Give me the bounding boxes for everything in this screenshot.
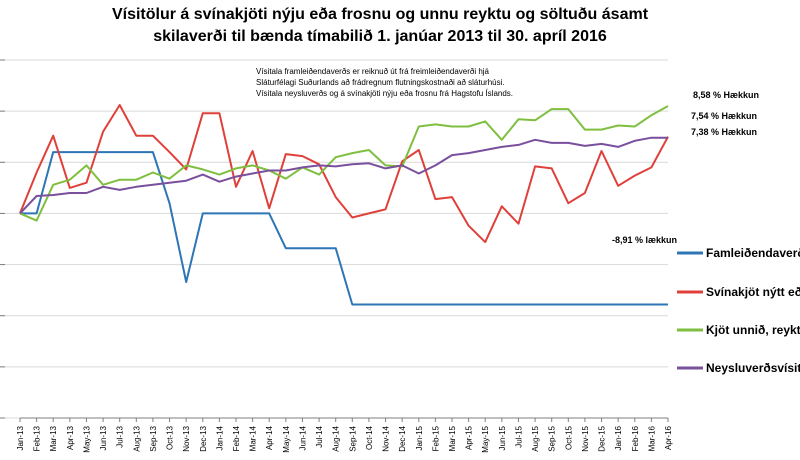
series-end-label-3: 8,58 % Hækkun: [693, 90, 759, 100]
series-end-label-1: -8,91 % lækkun: [612, 235, 677, 245]
x-tick-label: Sep-15: [548, 425, 557, 451]
chart-title-line-2: skilaverði til bænda tímabilið 1. janúar…: [153, 28, 607, 45]
x-tick-label: Apr-13: [66, 425, 75, 450]
x-tick-label: Sep-13: [149, 425, 158, 451]
series-line-2: [19, 104, 669, 244]
x-tick-label: Mar-15: [448, 425, 457, 451]
x-tick-label: Feb-13: [33, 425, 42, 451]
x-tick-label: Jan-14: [215, 425, 224, 450]
x-tick-label: Oct-14: [365, 425, 374, 450]
x-tick-label: Mar-16: [647, 425, 656, 451]
x-tick-label: Jul-15: [514, 425, 523, 447]
x-tick-label: Nov-13: [182, 425, 191, 451]
x-tick-label: Aug-15: [531, 425, 540, 451]
x-tick-label: Mar-14: [249, 425, 258, 451]
series-line-3: [19, 105, 669, 222]
chart-title-line-1: Vísitölur á svínakjöti nýju eða frosnu o…: [111, 6, 649, 23]
legend-label-1: Famleiðendaverð: [706, 246, 800, 260]
x-tick-label: Apr-15: [465, 425, 474, 450]
chart-title: Vísitölur á svínakjöti nýju eða frosnu o…: [0, 4, 760, 48]
x-tick-label: Apr-16: [664, 425, 673, 450]
legend-label-2: Svínakjöt nýtt eða frosið: [706, 285, 800, 299]
x-tick-label: Jun-13: [99, 425, 108, 450]
x-tick-label: Jan-13: [16, 425, 25, 450]
x-tick-label: May-14: [282, 425, 291, 452]
x-tick-label: Nov-15: [581, 425, 590, 451]
legend-label-3: Kjöt unnið, reykt eða saltað: [706, 323, 800, 337]
x-tick-label: Aug-13: [132, 425, 141, 451]
x-tick-label: Feb-14: [232, 425, 241, 451]
x-tick-label: Jul-13: [116, 425, 125, 447]
x-tick-label: Feb-15: [431, 425, 440, 451]
x-tick-label: Mar-13: [49, 425, 58, 451]
source-note-line-2: Sláturfélagi Suðurlands að frádregnum fl…: [256, 78, 505, 87]
series-end-label-4: 7,38 % Hækkun: [691, 127, 757, 137]
series-end-label-2: 7,54 % Hækkun: [691, 111, 757, 121]
x-tick-label: Jan-15: [415, 425, 424, 450]
source-note-line-1: Vísitala framleiðendaverðs er reiknuð út…: [256, 67, 490, 76]
x-tick-label: Dec-13: [199, 425, 208, 451]
legend-label-4: Neysluverðsvísitala: [706, 361, 800, 375]
series-line-1: [20, 151, 668, 306]
x-tick-label: Dec-14: [398, 425, 407, 451]
x-tick-label: Oct-13: [166, 425, 175, 450]
x-tick-label: Jun-14: [298, 425, 307, 450]
x-tick-label: Feb-16: [631, 425, 640, 451]
x-tick-label: Oct-15: [564, 425, 573, 450]
x-tick-label: Apr-14: [265, 425, 274, 450]
x-tick-label: May-15: [481, 425, 490, 452]
x-tick-label: Nov-14: [382, 425, 391, 451]
x-tick-label: Dec-15: [598, 425, 607, 451]
x-tick-label: Sep-14: [348, 425, 357, 451]
series-line-4: [19, 136, 668, 215]
x-tick-label: Jun-15: [498, 425, 507, 450]
x-tick-label: Aug-14: [332, 425, 341, 451]
x-tick-label: May-13: [82, 425, 91, 452]
x-tick-label: Jul-14: [315, 425, 324, 447]
x-tick-label: Jan-16: [614, 425, 623, 450]
source-note-line-3: Vísitala neysluverðs og á svínakjöti nýj…: [256, 89, 514, 98]
source-note: Vísitala framleiðendaverðs er reiknuð út…: [256, 66, 556, 99]
